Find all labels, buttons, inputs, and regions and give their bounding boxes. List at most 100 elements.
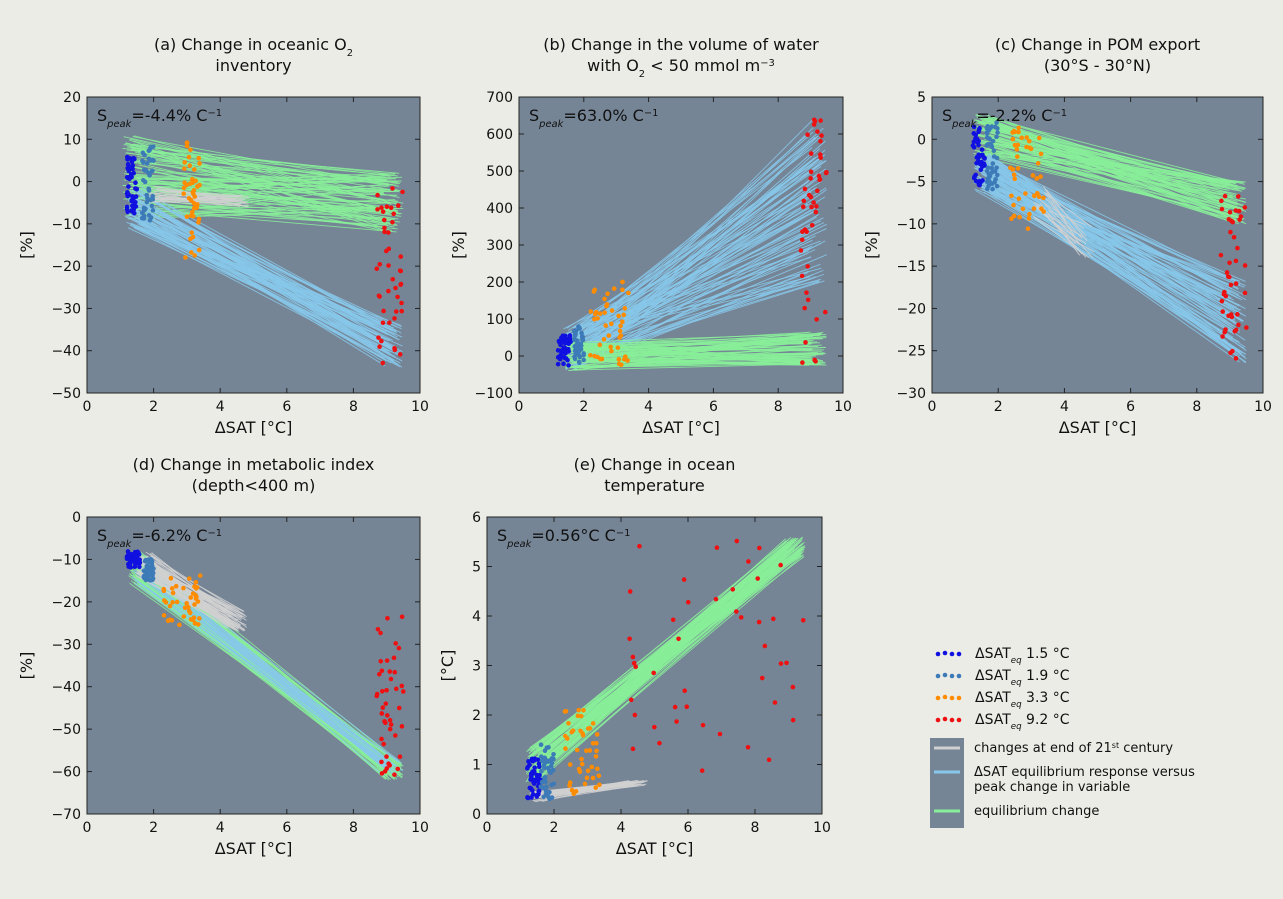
band-line <box>578 340 811 353</box>
band-line <box>974 164 1246 282</box>
data-point <box>584 748 589 754</box>
band-line <box>980 188 1241 282</box>
data-point <box>1233 327 1239 333</box>
panel-title-line: (e) Change in ocean <box>574 455 736 474</box>
data-point <box>806 192 812 198</box>
y-tick-label: −30 <box>51 301 81 317</box>
y-tick-label: −100 <box>475 386 513 402</box>
data-point <box>804 229 809 235</box>
band-line <box>576 333 822 343</box>
data-point <box>551 781 557 787</box>
band-line <box>126 157 390 185</box>
data-point <box>571 791 576 797</box>
data-point <box>814 204 819 209</box>
data-point <box>605 291 610 297</box>
y-tick-label: 400 <box>486 201 513 217</box>
band-line <box>1048 209 1094 258</box>
band-line <box>140 194 391 328</box>
data-point <box>578 728 583 734</box>
band-line <box>575 245 813 352</box>
band-line <box>977 152 1239 283</box>
data-point <box>380 360 386 366</box>
data-point <box>562 355 568 361</box>
data-point <box>130 203 135 209</box>
data-point <box>588 309 594 314</box>
data-point <box>126 184 131 189</box>
y-tick-label: 6 <box>472 510 481 526</box>
data-point <box>567 762 573 767</box>
data-point <box>572 331 578 337</box>
data-point <box>149 203 155 209</box>
data-point <box>1233 258 1239 264</box>
data-point <box>990 186 995 192</box>
data-point <box>1034 176 1040 181</box>
band-line <box>568 233 809 333</box>
data-point <box>393 641 399 646</box>
data-point <box>167 617 173 623</box>
x-tick-label: 4 <box>216 399 225 415</box>
data-point <box>184 143 190 149</box>
y-tick-label: 200 <box>486 275 513 291</box>
data-point <box>1016 196 1022 201</box>
data-point <box>800 360 805 365</box>
data-point <box>398 282 403 287</box>
data-point <box>1227 260 1232 266</box>
data-point <box>400 689 406 694</box>
legend-line-label: changes at end of 21st century <box>974 741 1173 757</box>
data-point <box>126 192 131 198</box>
series-1-9 <box>984 120 1000 192</box>
series-3-3 <box>588 279 631 368</box>
data-point <box>127 165 133 170</box>
data-point <box>685 599 691 605</box>
band-line <box>125 142 400 217</box>
band-line <box>564 361 822 365</box>
data-point <box>778 661 784 666</box>
data-point <box>682 688 688 694</box>
data-point <box>616 357 622 362</box>
data-point <box>376 335 381 340</box>
band-line <box>574 155 824 335</box>
legend-marker <box>935 695 941 701</box>
data-point <box>197 161 202 166</box>
data-point <box>799 273 805 279</box>
data-point <box>976 182 982 188</box>
data-point <box>819 133 824 138</box>
data-point <box>805 132 810 137</box>
data-point <box>1009 216 1014 222</box>
data-point <box>1025 226 1031 231</box>
x-axis-label: ΔSAT [°C] <box>215 839 293 858</box>
y-tick-label: 3 <box>472 659 481 675</box>
band-line <box>574 363 815 371</box>
data-point <box>392 733 398 738</box>
data-point <box>196 247 202 253</box>
data-point <box>374 266 380 272</box>
data-point <box>1233 356 1239 361</box>
band-line <box>982 155 1233 347</box>
data-point <box>1235 312 1240 317</box>
data-point <box>567 783 572 788</box>
data-point <box>578 713 584 719</box>
data-point <box>1227 274 1232 280</box>
data-point <box>1012 176 1018 182</box>
data-point <box>194 585 200 590</box>
data-point <box>730 587 736 592</box>
series-9-2 <box>1218 193 1249 361</box>
data-point <box>139 215 145 221</box>
x-tick-label: 2 <box>994 399 1003 415</box>
band-line <box>130 222 398 334</box>
axes-frame <box>931 96 1264 394</box>
data-point <box>818 138 823 144</box>
band-line <box>122 147 392 182</box>
data-point <box>633 664 638 670</box>
data-point <box>1219 198 1224 204</box>
data-point <box>822 309 828 315</box>
data-point <box>173 583 179 589</box>
data-point <box>183 255 188 260</box>
y-tick-label: 0 <box>72 510 81 526</box>
data-point <box>380 320 386 326</box>
data-point <box>808 169 814 175</box>
y-tick-label: −20 <box>896 301 926 317</box>
data-point <box>181 585 186 591</box>
data-point <box>150 168 155 174</box>
data-point <box>625 358 630 363</box>
